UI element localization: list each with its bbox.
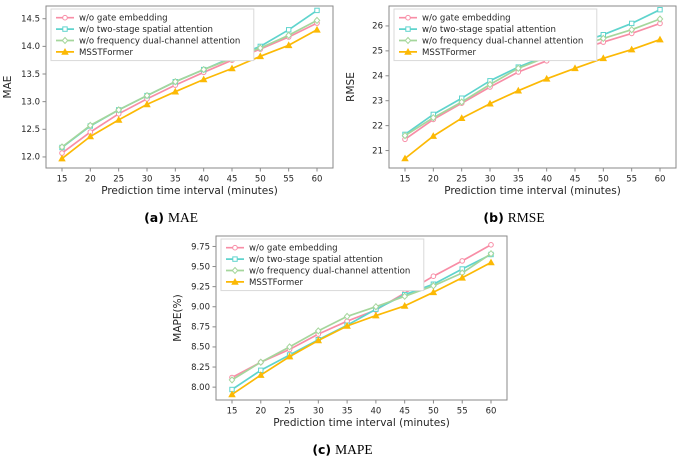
svg-text:30: 30 [142,175,153,185]
svg-text:13.0: 13.0 [21,97,40,107]
top-row: 12.0 12.5 13.0 13.5 14.0 14.5 15 20 25 30 35 40 45 50… [0,0,685,228]
svg-text:25: 25 [284,407,295,417]
svg-text:22: 22 [372,121,383,131]
svg-text:45: 45 [399,407,410,417]
svg-text:w/o gate embedding: w/o gate embedding [422,14,511,24]
svg-text:40: 40 [370,407,381,417]
caption-index-b: (b) [483,210,504,225]
chart-a-caption: (a) MAE [144,210,198,226]
caption-label-b: RMSE [507,210,545,225]
svg-text:20: 20 [428,175,439,185]
svg-text:50: 50 [598,175,609,185]
mape-line-chart: 8.00 8.25 8.50 8.75 9.00 9.25 9.50 9.75 15 20 25 30… [172,235,507,429]
chart-a-figure: 12.0 12.5 13.0 13.5 14.0 14.5 15 20 25 30 35 40 45 50… [0,0,342,228]
svg-text:21: 21 [372,146,383,156]
svg-text:55: 55 [456,407,467,417]
svg-text:35: 35 [341,407,352,417]
svg-text:9.75: 9.75 [191,242,210,252]
svg-text:15: 15 [57,175,68,185]
svg-text:12.0: 12.0 [21,153,40,163]
svg-text:MSSTFormer: MSSTFormer [249,278,304,288]
svg-text:w/o two-stage spatial attentio: w/o two-stage spatial attention [79,25,213,35]
caption-label-a: MAE [167,210,198,225]
svg-text:45: 45 [227,175,238,185]
svg-text:20: 20 [85,175,96,185]
figure-page: 12.0 12.5 13.0 13.5 14.0 14.5 15 20 25 30 35 40 45 50… [0,0,685,460]
caption-index-c: (c) [312,442,332,457]
svg-text:w/o two-stage spatial attentio: w/o two-stage spatial attention [422,25,556,35]
svg-text:w/o gate embedding: w/o gate embedding [249,244,338,254]
svg-text:14.5: 14.5 [21,15,40,25]
svg-text:13.5: 13.5 [21,70,40,80]
mae-line-chart: 12.0 12.5 13.0 13.5 14.0 14.5 15 20 25 30 35 40 45 50… [2,5,334,197]
svg-text:23: 23 [372,97,383,107]
caption-index-a: (a) [144,210,164,225]
chart-b-caption: (b) RMSE [483,210,544,226]
svg-text:25: 25 [456,175,467,185]
svg-text:12.5: 12.5 [21,125,40,135]
svg-text:Prediction time interval (minu: Prediction time interval (minutes) [101,185,278,197]
svg-text:60: 60 [655,175,666,185]
svg-text:w/o frequency dual-channel att: w/o frequency dual-channel attention [79,37,240,47]
svg-text:25: 25 [113,175,124,185]
svg-text:9.00: 9.00 [191,303,210,313]
svg-text:35: 35 [513,175,524,185]
svg-text:RMSE: RMSE [345,72,357,102]
svg-text:w/o frequency dual-channel att: w/o frequency dual-channel attention [422,37,583,47]
svg-text:15: 15 [226,407,237,417]
svg-text:24: 24 [372,72,383,82]
svg-text:9.25: 9.25 [191,282,210,292]
chart-c-figure: 8.00 8.25 8.50 8.75 9.00 9.25 9.50 9.75 15 20 25 30… [170,230,516,460]
svg-text:55: 55 [626,175,637,185]
svg-text:35: 35 [170,175,181,185]
chart-b-figure: 21 22 23 24 25 26 15 20 25 30 35 40 45 50 55 60 Predicti… [343,0,685,228]
chart-c-caption: (c) MAPE [312,442,372,458]
svg-text:Prediction time interval (minu: Prediction time interval (minutes) [273,417,450,429]
svg-text:8.50: 8.50 [191,343,210,353]
svg-text:w/o frequency dual-channel att: w/o frequency dual-channel attention [249,267,410,277]
svg-text:30: 30 [485,175,496,185]
svg-text:8.25: 8.25 [191,363,210,373]
svg-text:25: 25 [372,47,383,57]
caption-label-c: MAPE [335,442,373,457]
svg-text:26: 26 [372,22,383,32]
svg-text:45: 45 [570,175,581,185]
svg-text:15: 15 [400,175,411,185]
svg-text:20: 20 [255,407,266,417]
svg-text:MAPE(%): MAPE(%) [172,294,184,341]
svg-text:8.75: 8.75 [191,323,210,333]
svg-text:9.50: 9.50 [191,262,210,272]
svg-text:MSSTFormer: MSSTFormer [422,48,477,58]
svg-text:MAE: MAE [2,76,14,99]
svg-text:60: 60 [312,175,323,185]
svg-text:50: 50 [428,407,439,417]
svg-text:w/o gate embedding: w/o gate embedding [79,14,168,24]
svg-text:55: 55 [283,175,294,185]
svg-text:Prediction time interval (minu: Prediction time interval (minutes) [444,185,621,197]
svg-text:8.00: 8.00 [191,383,210,393]
svg-text:40: 40 [541,175,552,185]
svg-text:60: 60 [485,407,496,417]
svg-text:40: 40 [198,175,209,185]
svg-text:30: 30 [312,407,323,417]
svg-text:w/o two-stage spatial attentio: w/o two-stage spatial attention [249,255,383,265]
svg-text:MSSTFormer: MSSTFormer [79,48,134,58]
svg-text:50: 50 [255,175,266,185]
rmse-line-chart: 21 22 23 24 25 26 15 20 25 30 35 40 45 50 55 60 Predicti… [345,5,677,197]
svg-text:14.0: 14.0 [21,42,40,52]
